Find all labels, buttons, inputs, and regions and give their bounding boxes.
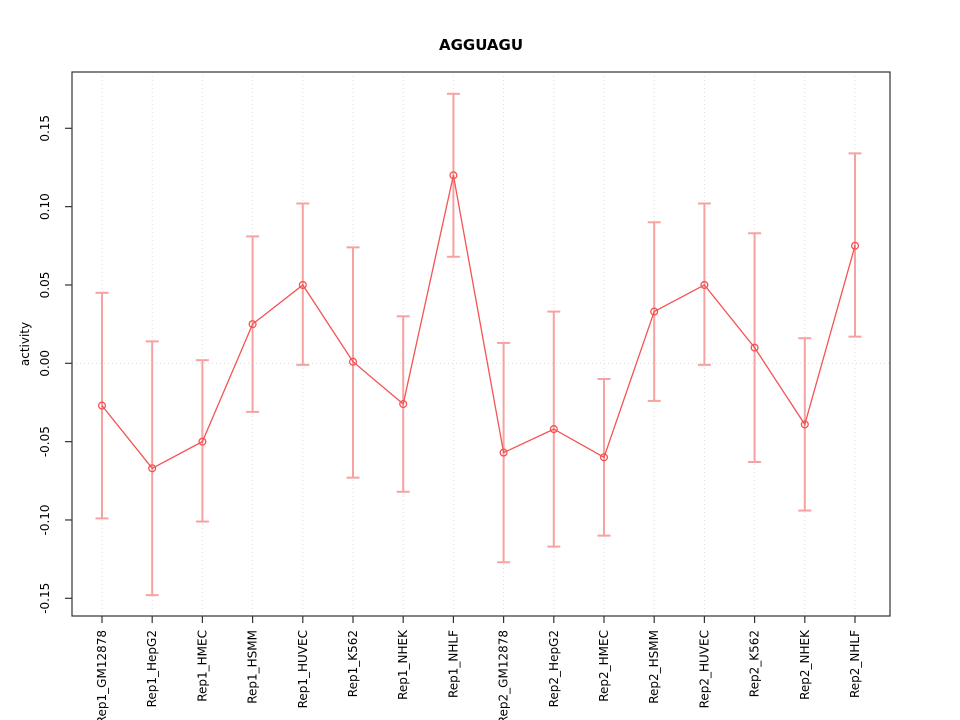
x-tick-label: Rep1_HMEC (195, 630, 209, 702)
x-tick-label: Rep2_K562 (748, 630, 762, 697)
data-point (148, 464, 157, 473)
data-point (700, 280, 709, 290)
gridlines (72, 72, 890, 616)
series-line (101, 175, 856, 470)
data-point (650, 307, 659, 316)
y-tick-labels: -0.15 -0.10 -0.05 0.00 0.05 0.10 0.15 (38, 115, 52, 614)
x-tick-label: Rep1_HUVEC (296, 630, 310, 708)
y-tick-label: 0.10 (38, 193, 52, 220)
x-tick-labels: Rep1_GM12878 Rep1_HepG2 Rep1_HMEC Rep1_HSMM… (95, 629, 862, 720)
data-point (399, 399, 408, 409)
data-point (97, 401, 107, 410)
x-tick-label: Rep2_HMEC (597, 630, 611, 702)
x-tick-label: Rep2_HSMM (647, 630, 661, 704)
plot-border (71, 71, 891, 617)
x-tick-label: Rep1_NHEK (396, 629, 410, 700)
y-tick-label: 0.05 (38, 272, 52, 299)
data-point (449, 171, 458, 180)
x-tick-label: Rep2_NHEK (798, 629, 812, 700)
x-tick-label: Rep1_HepG2 (145, 630, 159, 707)
y-tick-label: -0.05 (38, 426, 52, 457)
data-point (499, 448, 508, 457)
x-tick-label: Rep1_K562 (346, 630, 360, 697)
y-tick-label: 0.15 (38, 115, 52, 142)
x-tick-label: Rep2_HUVEC (697, 630, 711, 708)
y-tick-label: -0.15 (38, 583, 52, 614)
data-line (101, 175, 856, 470)
x-tick-label: Rep1_HSMM (246, 630, 260, 704)
data-point (298, 280, 307, 290)
data-point (599, 453, 609, 462)
error-bars (95, 92, 862, 597)
data-point (348, 357, 358, 366)
x-tick-label: Rep2_GM12878 (497, 630, 511, 720)
y-axis-label: activity (18, 322, 32, 366)
x-tick-label: Rep2_NHLF (848, 630, 862, 698)
data-point (549, 425, 558, 434)
x-tick-label: Rep1_GM12878 (95, 630, 109, 720)
data-point (198, 437, 207, 446)
data-point (248, 320, 257, 329)
x-tick-label: Rep1_NHLF (446, 630, 460, 698)
data-point (850, 241, 860, 250)
x-tick-label: Rep2_HepG2 (547, 630, 561, 707)
axes (65, 71, 891, 623)
data-point (750, 343, 759, 352)
y-tick-label: 0.00 (38, 350, 52, 377)
data-points (97, 171, 860, 473)
y-tick-label: -0.10 (38, 504, 52, 535)
data-point (800, 420, 809, 429)
chart-title: AGGUAGU (439, 36, 523, 54)
